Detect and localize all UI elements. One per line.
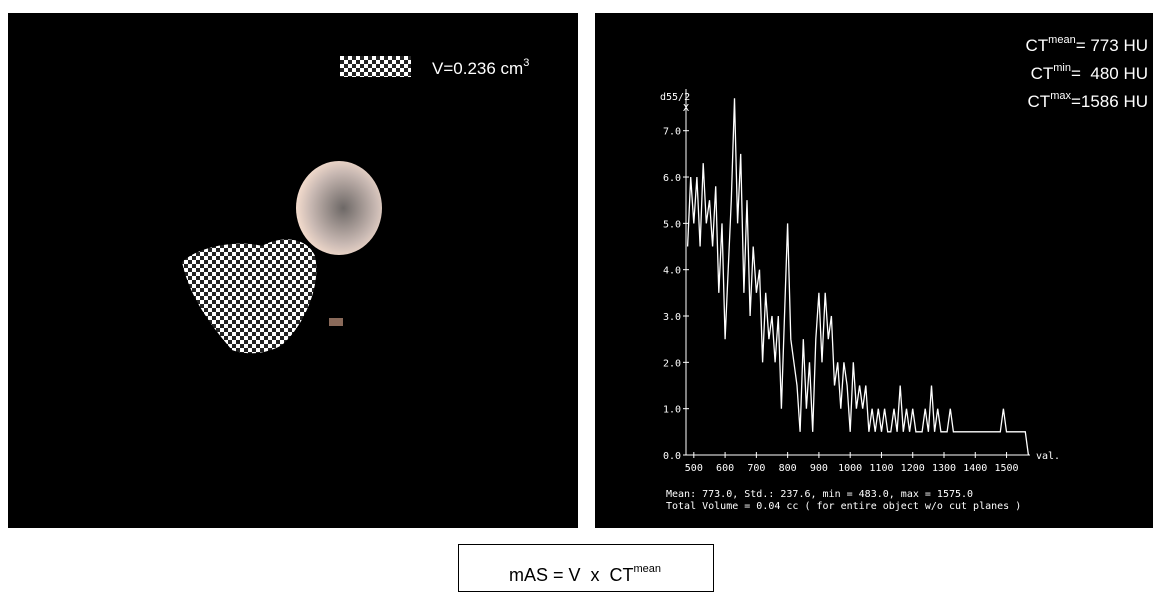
- annotation: CTmax=1586 HU: [1028, 90, 1148, 111]
- y-tick-label: 5.0: [663, 219, 681, 230]
- x-tick-label: 1300: [932, 463, 956, 474]
- histogram-line: [686, 98, 1030, 456]
- annotation-rest: = 773 HU: [1076, 36, 1148, 55]
- x-tick-label: 500: [685, 463, 703, 474]
- footer: Mean: 773.0, Std.: 237.6, min = 483.0, m…: [666, 489, 973, 500]
- x-tick-label: 1500: [994, 463, 1018, 474]
- formula: mAS = V x CTmean: [509, 563, 661, 585]
- y-tick-label: 6.0: [663, 173, 681, 184]
- y-tick-label: 7.0: [663, 127, 681, 138]
- x-tick-label: 700: [747, 463, 765, 474]
- y-tick-label: 1.0: [663, 405, 681, 416]
- legend-text: V=0.236 cm: [432, 59, 523, 78]
- annotation-rest: = 480 HU: [1071, 64, 1148, 83]
- x-tick-label: 1200: [901, 463, 925, 474]
- segmented-region: [182, 239, 317, 354]
- x-tick-label: 800: [779, 463, 797, 474]
- legend-sup: 3: [523, 57, 529, 69]
- x-tick-label: 600: [716, 463, 734, 474]
- annotation-base: CT: [1031, 64, 1054, 83]
- annotation-sup: min: [1053, 62, 1071, 74]
- legend-label: V=0.236 cm3: [432, 57, 529, 78]
- annotation-base: CT: [1028, 92, 1051, 111]
- formula-box: [458, 544, 714, 592]
- x-tick-label: 1100: [869, 463, 893, 474]
- x-tick-label: 900: [810, 463, 828, 474]
- annotation-rest: =1586 HU: [1071, 92, 1148, 111]
- x-tick-label: 1000: [838, 463, 862, 474]
- annotation-sup: max: [1050, 90, 1071, 102]
- annotation: CTmin= 480 HU: [1031, 62, 1148, 83]
- legend-swatch: [340, 56, 411, 77]
- y-tick-label: 3.0: [663, 312, 681, 323]
- y-label: d55/2: [660, 92, 690, 103]
- x-label: val.: [1036, 451, 1060, 462]
- plot: 0.0 1.0 2.0 3.0 4.0 5.0 6.0 7.0 500 600 700 800 900 1…: [663, 89, 1030, 474]
- x-tick-label: 1400: [963, 463, 987, 474]
- formula-text: mAS = V x CT: [509, 565, 634, 585]
- y-tick-label: 2.0: [663, 358, 681, 369]
- formula-sup: mean: [634, 563, 662, 575]
- annotation: CTmean= 773 HU: [1026, 34, 1149, 55]
- annotation-base: CT: [1026, 36, 1049, 55]
- y-tick-label: 4.0: [663, 266, 681, 277]
- y-label: X: [683, 103, 689, 114]
- chart-panel: [595, 13, 1153, 528]
- footer: Total Volume = 0.04 cc ( for entire obje…: [666, 501, 1021, 512]
- lesion-region: [296, 161, 382, 255]
- y-tick-label: 0.0: [663, 451, 681, 462]
- speck: [329, 318, 343, 326]
- annotation-sup: mean: [1048, 34, 1076, 46]
